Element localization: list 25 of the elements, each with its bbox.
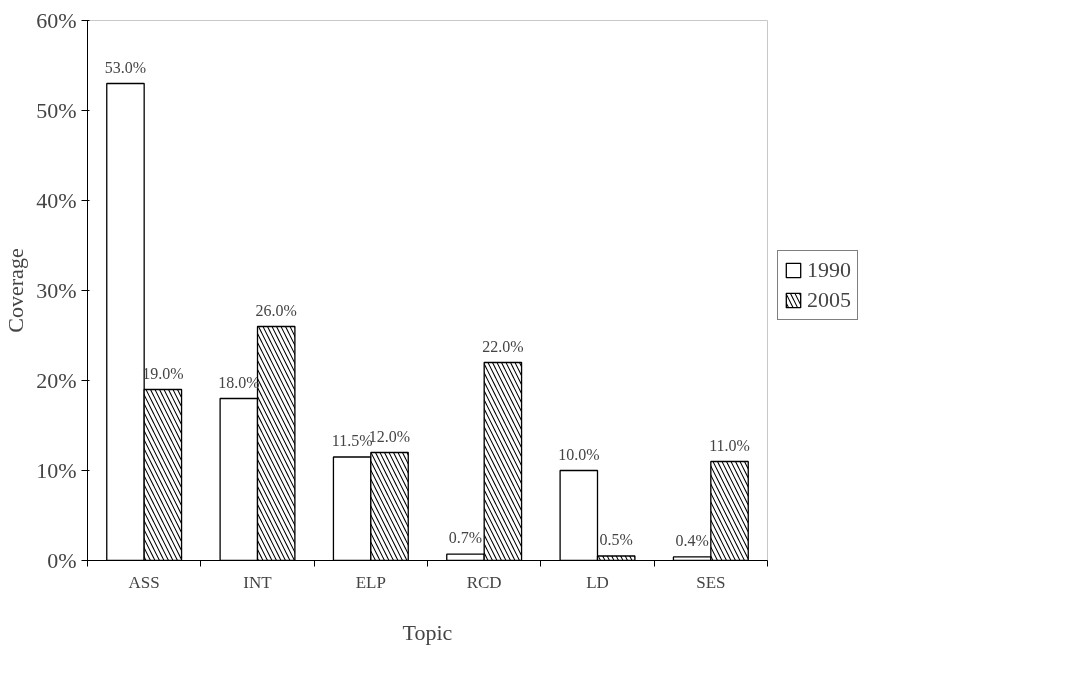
x-tick-label: RCD (466, 572, 502, 592)
x-tick-label: INT (243, 572, 273, 592)
y-tick-label: 60% (36, 8, 77, 33)
x-tick-label: ASS (128, 572, 160, 592)
legend-label: 2005 (807, 287, 851, 313)
legend-label: 1990 (807, 257, 851, 283)
data-label: 26.0% (255, 301, 297, 319)
data-label: 0.7% (448, 529, 483, 547)
data-label: 10.0% (558, 445, 600, 463)
x-tick-label: LD (586, 572, 609, 592)
data-label: 22.0% (482, 337, 524, 355)
y-tick-label: 50% (36, 98, 77, 123)
x-tick-label: ELP (355, 572, 386, 592)
data-label: 53.0% (104, 58, 147, 76)
y-axis-title: Coverage (3, 248, 29, 333)
y-tick-label: 0% (47, 548, 77, 573)
x-tick-label: SES (696, 572, 726, 592)
y-tick-label: 30% (36, 278, 77, 303)
y-tick-label: 10% (36, 458, 77, 483)
x-axis-title: Topic (402, 619, 453, 645)
data-label: 0.4% (675, 531, 709, 549)
y-tick-label: 40% (36, 188, 77, 213)
data-label: 0.5% (599, 531, 633, 548)
y-tick-label: 20% (36, 368, 77, 393)
data-label: 11.0% (709, 436, 750, 454)
